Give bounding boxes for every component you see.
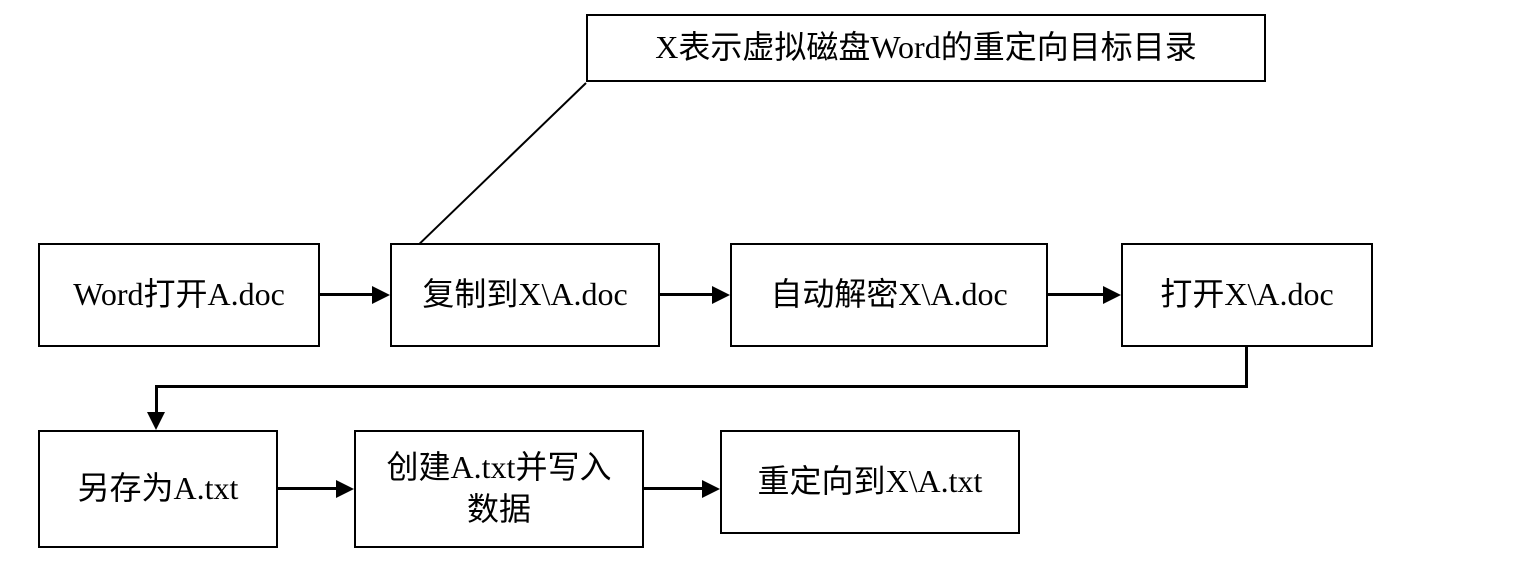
arrow-3-4-line bbox=[1048, 293, 1103, 296]
node-word-open: Word打开A.doc bbox=[38, 243, 320, 347]
arrow-3-4-head bbox=[1103, 286, 1121, 304]
arrow-4-5-down1 bbox=[1245, 347, 1248, 387]
arrow-4-5-left bbox=[155, 385, 1248, 388]
node-redirect-txt: 重定向到X\A.txt bbox=[720, 430, 1020, 534]
arrow-2-3-line bbox=[660, 293, 712, 296]
node-copy-to-x: 复制到X\A.doc bbox=[390, 243, 660, 347]
arrow-1-2-line bbox=[320, 293, 372, 296]
node-open-x: 打开X\A.doc bbox=[1121, 243, 1373, 347]
arrow-2-3-head bbox=[712, 286, 730, 304]
arrow-4-5-head bbox=[147, 412, 165, 430]
node-auto-decrypt: 自动解密X\A.doc bbox=[730, 243, 1048, 347]
arrow-5-6-line bbox=[278, 487, 336, 490]
node-create-txt: 创建A.txt并写入 数据 bbox=[354, 430, 644, 548]
arrow-6-7-line bbox=[644, 487, 702, 490]
arrow-6-7-head bbox=[702, 480, 720, 498]
arrow-4-5-down2 bbox=[155, 385, 158, 412]
arrow-1-2-head bbox=[372, 286, 390, 304]
arrow-5-6-head bbox=[336, 480, 354, 498]
node-save-as-txt: 另存为A.txt bbox=[38, 430, 278, 548]
callout-box: X表示虚拟磁盘Word的重定向目标目录 bbox=[586, 14, 1266, 82]
callout-connector bbox=[417, 82, 587, 246]
